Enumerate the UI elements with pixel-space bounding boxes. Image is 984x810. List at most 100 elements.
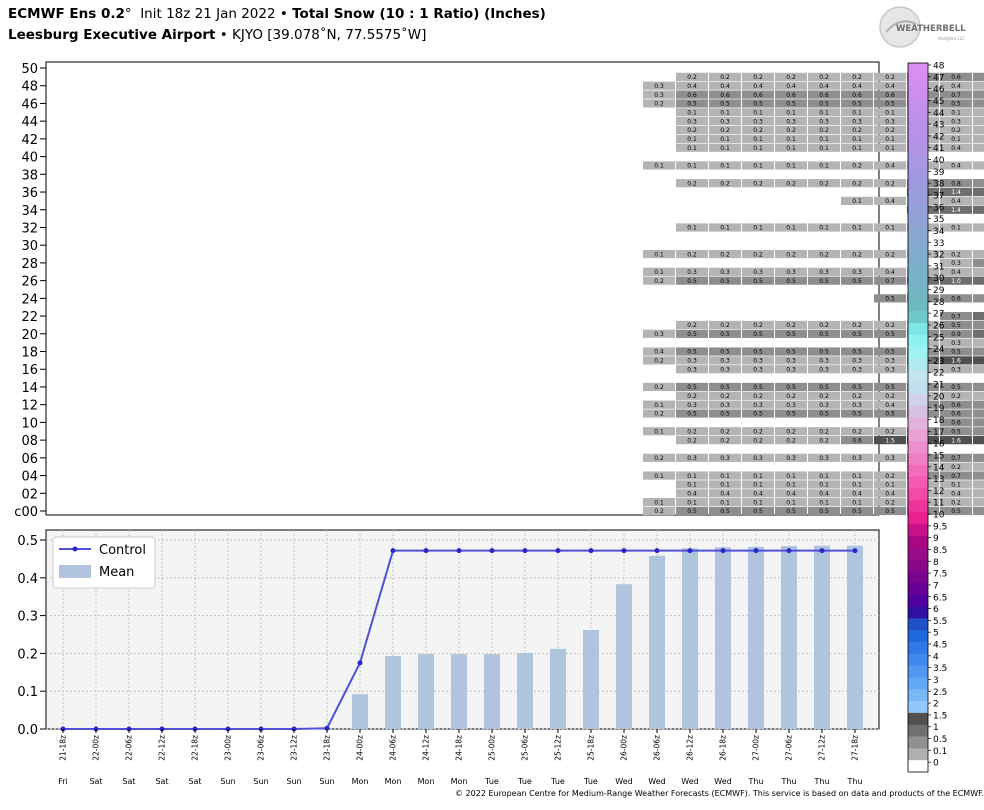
heatmap-cell-label: 0.3 (753, 455, 763, 462)
heatmap-cell (841, 436, 873, 445)
bar-y-tick: 0.5 (17, 534, 38, 549)
heatmap-cell-label: 0.1 (687, 482, 697, 489)
heatmap-cell (973, 506, 984, 516)
heatmap-cell-label: 0.2 (852, 127, 862, 134)
bar-x-tick: 25-18z (587, 735, 596, 761)
degree-mark: ° (124, 6, 132, 22)
mean-bar (649, 555, 665, 729)
day-label: Sat (89, 777, 102, 786)
heatmap-cell-label: 0.1 (885, 136, 895, 143)
heatmap-cell-label: 0.3 (753, 269, 763, 276)
day-label: Sun (220, 777, 235, 786)
colorbar-segment (908, 417, 928, 430)
heatmap-cell-label: 0.5 (951, 508, 961, 515)
heatmap-cell-label: 0.3 (753, 402, 763, 409)
heatmap-cell (808, 267, 840, 276)
heatmap-cell (676, 506, 708, 516)
heatmap-cell (742, 179, 774, 188)
control-point (753, 548, 759, 554)
colorbar-label: 1 (933, 723, 939, 733)
heatmap-cell (808, 391, 840, 400)
heatmap-cell (973, 276, 984, 285)
heatmap-cell (676, 489, 708, 498)
mean-bar (847, 545, 863, 729)
heatmap-cell-label: 0.3 (852, 402, 862, 409)
heatmap-cell (643, 471, 675, 480)
bar-x-tick: 26-18z (719, 735, 728, 761)
colorbar-segment (908, 98, 928, 111)
mean-bar (748, 546, 764, 729)
colorbar-label: 38 (933, 180, 945, 190)
heatmap-y-tick: 46 (21, 97, 38, 112)
control-point (687, 548, 693, 554)
heatmap-cell (676, 498, 708, 507)
colorbar-segment (908, 689, 928, 702)
heatmap-cell (940, 462, 972, 471)
colorbar-label: 39 (933, 168, 945, 178)
heatmap-cell-label: 0.2 (654, 455, 664, 462)
heatmap-cell-label: 0.5 (720, 508, 730, 515)
colorbar-label: 36 (933, 203, 945, 213)
heatmap-cell (841, 409, 873, 418)
heatmap-cell (709, 90, 741, 99)
heatmap-cell (709, 453, 741, 462)
colorbar-label: 11 (933, 499, 944, 509)
heatmap-cell (940, 347, 972, 356)
colorbar-segment (908, 74, 928, 87)
colorbar-segment (908, 701, 928, 714)
colorbar-label: 4 (933, 652, 939, 662)
colorbar-segment (908, 642, 928, 655)
heatmap-cell (775, 179, 807, 188)
heatmap-cell (841, 196, 873, 205)
heatmap-cell-label: 0.5 (720, 384, 730, 391)
heatmap-cell (742, 125, 774, 135)
heatmap-cell-label: 0.3 (753, 118, 763, 125)
colorbar-label: 34 (933, 227, 945, 237)
heatmap-cell (676, 72, 708, 81)
heatmap-cell (709, 161, 741, 170)
colorbar-label: 29 (933, 286, 945, 296)
init-time: Init 18z 21 Jan 2022 (140, 6, 276, 22)
heatmap-cell-label: 0.2 (885, 180, 895, 187)
colorbar-label: 47 (933, 73, 944, 83)
heatmap-cell-label: 0.5 (687, 331, 697, 338)
heatmap-cell-label: 0.4 (852, 490, 862, 497)
heatmap-cell-label: 0.1 (720, 110, 730, 117)
colorbar-segment (908, 547, 928, 560)
mean-bar (418, 654, 434, 729)
colorbar-label: 3.5 (933, 664, 947, 674)
heatmap-cell-label: 0.6 (819, 92, 829, 99)
heatmap-cell (973, 453, 984, 462)
heatmap-cell (808, 329, 840, 338)
colorbar-label: 18 (933, 416, 945, 426)
heatmap-cell (742, 409, 774, 418)
heatmap-cell (940, 320, 972, 330)
heatmap-cell-label: 0.1 (852, 499, 862, 506)
heatmap-cell (709, 365, 741, 374)
colorbar-segment (908, 748, 928, 761)
heatmap-cell-label: 0.4 (951, 83, 961, 90)
heatmap-cell (808, 90, 840, 99)
heatmap-cell (973, 356, 984, 365)
heatmap-cell (841, 99, 873, 108)
heatmap-cell-label: 1.6 (951, 358, 961, 365)
bar-x-tick: 26-12z (686, 735, 695, 761)
colorbar-label: 33 (933, 239, 944, 249)
heatmap-cell (940, 205, 972, 214)
colorbar-segment (908, 110, 928, 123)
heatmap-cell (841, 125, 873, 135)
heatmap-cell (643, 498, 675, 507)
heatmap-cell-label: 0.3 (720, 118, 730, 125)
bar-x-tick: 22-12z (158, 735, 167, 761)
heatmap-cell (940, 90, 972, 99)
heatmap-cell (973, 117, 984, 126)
heatmap-cell (742, 134, 774, 143)
heatmap-cell-label: 0.3 (687, 118, 697, 125)
heatmap-cell (973, 205, 984, 214)
heatmap-cell (775, 108, 807, 117)
heatmap-cell (742, 276, 774, 285)
heatmap-cell (742, 489, 774, 498)
colorbar-label: 8 (933, 558, 939, 568)
heatmap-cell (709, 506, 741, 516)
heatmap-cell-label: 0.5 (786, 508, 796, 515)
